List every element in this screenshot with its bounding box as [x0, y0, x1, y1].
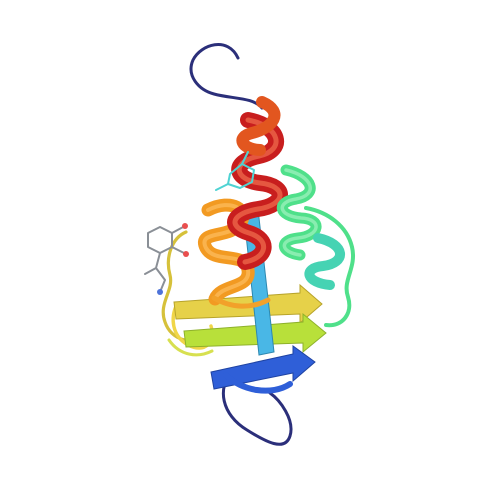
ligand-top — [215, 151, 255, 191]
beta-strand-yellow-green — [183, 312, 327, 354]
green-right-loop — [304, 206, 356, 328]
blue-loop-bottom — [223, 372, 293, 394]
top-coil-loop — [189, 43, 264, 110]
green-helix — [276, 164, 322, 261]
orange-loop-mid — [211, 295, 271, 309]
teal-helix — [304, 233, 345, 290]
yellow-green-loop-left — [167, 338, 214, 357]
red-orange-helix — [236, 96, 281, 156]
beta-strand-blue — [210, 345, 316, 390]
bottom-coil-loop — [221, 368, 293, 446]
red-helix — [227, 112, 288, 270]
ligand-left — [144, 223, 189, 295]
